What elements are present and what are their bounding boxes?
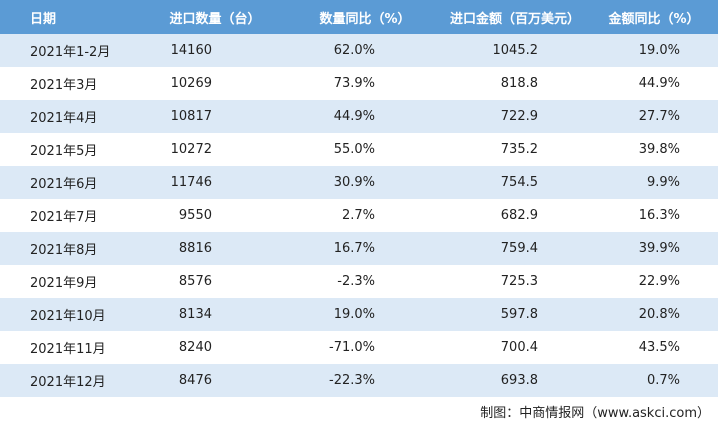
table-cell: 0.7% xyxy=(646,373,680,388)
header-cell: 进口数量（台） xyxy=(169,11,261,27)
table-cell: 759.4 xyxy=(500,241,538,256)
header-cell: 进口金额（百万美元） xyxy=(449,11,580,27)
table-cell: 725.3 xyxy=(500,274,538,289)
table-cell: 10269 xyxy=(170,76,212,91)
table-cell: 2021年5月 xyxy=(30,144,98,159)
table-cell: 754.5 xyxy=(500,175,538,190)
table-row: 2021年1-2月 14160 62.0% 1045.2 19.0% xyxy=(0,34,718,67)
table-cell: 700.4 xyxy=(500,340,538,355)
table-cell: 39.9% xyxy=(638,241,680,256)
table-cell: 1045.2 xyxy=(492,43,539,58)
table-cell: 722.9 xyxy=(500,109,538,124)
table-cell: 8816 xyxy=(178,241,212,256)
table-cell: 8240 xyxy=(178,340,212,355)
table-cell: -2.3% xyxy=(337,274,375,289)
table-cell: 9.9% xyxy=(646,175,680,190)
table-cell: 73.9% xyxy=(333,76,375,91)
table-cell: 20.8% xyxy=(638,307,680,322)
table-cell: 2021年3月 xyxy=(30,78,98,93)
table-cell: 10817 xyxy=(170,109,212,124)
table-cell: 19.0% xyxy=(333,307,375,322)
source-note: 制图：中商情报网（www.askci.com） xyxy=(480,406,710,421)
table-cell: 597.8 xyxy=(500,307,538,322)
table-row: 2021年11月 8240 -71.0% 700.4 43.5% xyxy=(0,331,718,364)
table-cell: 44.9% xyxy=(333,109,375,124)
table-cell: 11746 xyxy=(170,175,212,190)
table-cell: 8476 xyxy=(178,373,212,388)
header-row: 日期 进口数量（台） 数量同比（%） 进口金额（百万美元） 金额同比（%） xyxy=(0,0,718,34)
table-cell: 39.8% xyxy=(638,142,680,157)
table-row: 2021年8月 8816 16.7% 759.4 39.9% xyxy=(0,232,718,265)
table-cell: 2021年6月 xyxy=(30,177,98,192)
table-cell: 22.9% xyxy=(638,274,680,289)
table-cell: 10272 xyxy=(170,142,212,157)
table-cell: 2021年10月 xyxy=(30,309,106,324)
table-cell: 16.7% xyxy=(333,241,375,256)
table-cell: 2021年1-2月 xyxy=(30,45,111,60)
table-cell: 62.0% xyxy=(333,43,375,58)
table-row: 2021年7月 9550 2.7% 682.9 16.3% xyxy=(0,199,718,232)
table-cell: 2021年7月 xyxy=(30,210,98,225)
table-cell: -71.0% xyxy=(329,340,375,355)
table-cell: 735.2 xyxy=(500,142,538,157)
table-cell: 9550 xyxy=(178,208,212,223)
table-row: 2021年12月 8476 -22.3% 693.8 0.7% xyxy=(0,364,718,397)
table-row: 2021年6月 11746 30.9% 754.5 9.9% xyxy=(0,166,718,199)
table-cell: 2021年12月 xyxy=(30,375,106,390)
header-cell: 日期 xyxy=(30,11,57,27)
table-cell: 55.0% xyxy=(333,142,375,157)
table-cell: 30.9% xyxy=(333,175,375,190)
table-row: 2021年9月 8576 -2.3% 725.3 22.9% xyxy=(0,265,718,298)
table-cell: 8134 xyxy=(178,307,212,322)
table-row: 2021年10月 8134 19.0% 597.8 20.8% xyxy=(0,298,718,331)
table-cell: 2021年9月 xyxy=(30,276,98,291)
table-cell: 2.7% xyxy=(341,208,375,223)
header-cell: 金额同比（%） xyxy=(608,11,700,27)
table-row: 2021年4月 10817 44.9% 722.9 27.7% xyxy=(0,100,718,133)
table-cell: 14160 xyxy=(170,43,212,58)
header-cell: 数量同比（%） xyxy=(319,11,411,27)
table-cell: 2021年8月 xyxy=(30,243,98,258)
table-cell: 818.8 xyxy=(500,76,538,91)
table-cell: -22.3% xyxy=(329,373,375,388)
table-cell: 19.0% xyxy=(638,43,680,58)
table-cell: 8576 xyxy=(178,274,212,289)
table-cell: 2021年11月 xyxy=(30,342,106,357)
table-cell: 16.3% xyxy=(638,208,680,223)
table-cell: 2021年4月 xyxy=(30,111,98,126)
table-cell: 27.7% xyxy=(638,109,680,124)
table-cell: 693.8 xyxy=(500,373,538,388)
table-cell: 43.5% xyxy=(638,340,680,355)
table-cell: 682.9 xyxy=(500,208,538,223)
table-cell: 44.9% xyxy=(638,76,680,91)
table-row: 2021年5月 10272 55.0% 735.2 39.8% xyxy=(0,133,718,166)
table-row: 2021年3月 10269 73.9% 818.8 44.9% xyxy=(0,67,718,100)
